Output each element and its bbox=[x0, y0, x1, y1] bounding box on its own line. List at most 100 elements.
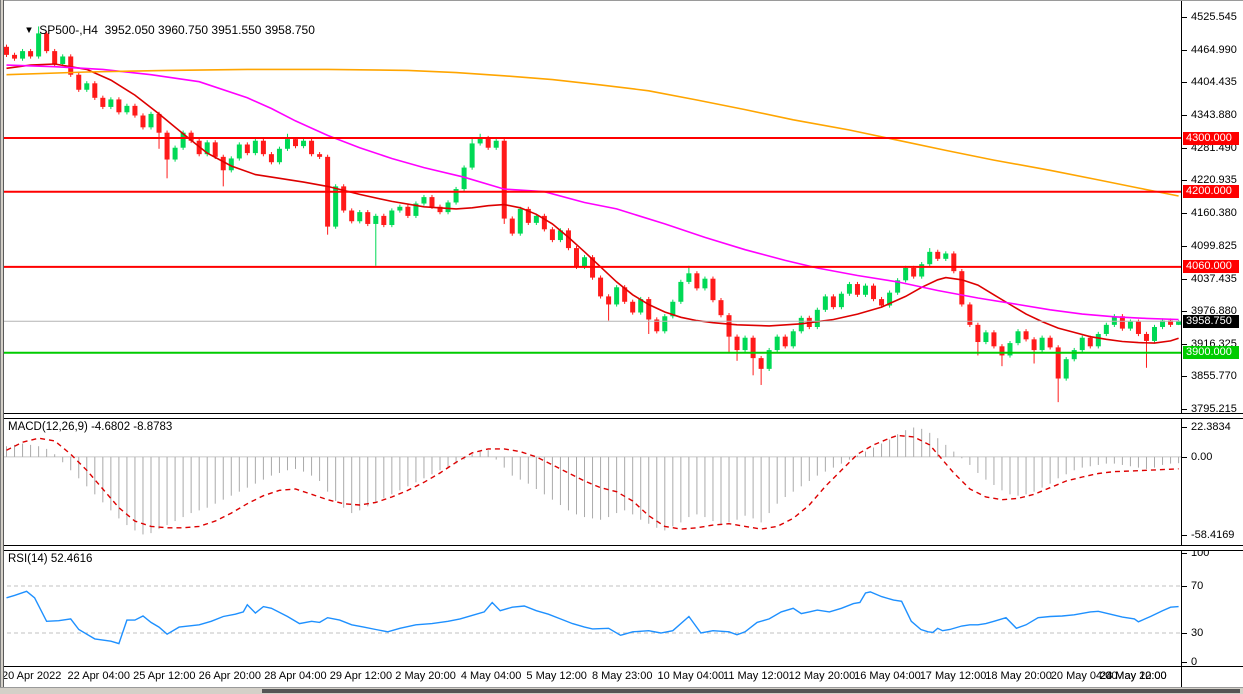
bear-candle bbox=[92, 83, 98, 98]
bull-candle bbox=[1071, 350, 1077, 360]
macd-axis-label: 22.3834 bbox=[1191, 421, 1231, 433]
bear-candle bbox=[28, 51, 34, 57]
price-axis-label: 4464.990 bbox=[1191, 43, 1237, 56]
bull-candle bbox=[333, 186, 339, 227]
bull-candle bbox=[1039, 337, 1045, 351]
y-axis-tick bbox=[1182, 535, 1187, 536]
bull-candle bbox=[172, 147, 178, 160]
bull-candle bbox=[702, 278, 708, 289]
bear-candle bbox=[750, 337, 756, 359]
macd-panel[interactable] bbox=[0, 417, 1181, 545]
bear-candle bbox=[1023, 331, 1029, 340]
horizontal-scrollbar-thumb[interactable] bbox=[262, 689, 1240, 693]
y-axis-tick bbox=[1182, 343, 1187, 345]
y-axis-tick bbox=[1182, 662, 1187, 663]
bear-candle bbox=[999, 346, 1005, 356]
bear-candle bbox=[365, 212, 371, 224]
price-axis-label: 3976.880 bbox=[1191, 305, 1237, 318]
time-axis-label: 5 May 12:00 bbox=[526, 670, 587, 682]
bear-candle bbox=[975, 324, 981, 343]
macd-label: MACD(12,26,9) -4.6802 -8.8783 bbox=[8, 421, 173, 433]
bear-candle bbox=[164, 132, 170, 160]
bull-candle bbox=[445, 202, 451, 213]
time-axis-label: 16 May 04:00 bbox=[854, 670, 921, 682]
bear-candle bbox=[758, 358, 764, 369]
bull-candle bbox=[389, 210, 395, 226]
time-axis-label: 17 May 12:00 bbox=[919, 670, 987, 682]
price-axis-label: 4160.380 bbox=[1191, 207, 1237, 219]
price-axis-label: 4343.880 bbox=[1191, 108, 1237, 121]
bull-candle bbox=[1063, 359, 1069, 379]
bull-candle bbox=[662, 316, 668, 332]
bear-candle bbox=[959, 271, 965, 305]
chart-title: ▼ SP500-,H4 3952.050 3960.750 3951.550 39… bbox=[10, 9, 315, 51]
bear-candle bbox=[44, 33, 50, 52]
bear-candle bbox=[726, 315, 732, 337]
bear-candle bbox=[1135, 321, 1141, 334]
y-axis-tick bbox=[1182, 17, 1187, 18]
bull-candle bbox=[180, 132, 186, 148]
rsi-panel[interactable] bbox=[0, 549, 1181, 666]
ma-fast-red-line bbox=[6, 63, 1179, 344]
ohlc-low: 3951.550 bbox=[211, 23, 262, 37]
panel-separator-macd-rsi[interactable] bbox=[0, 545, 1243, 551]
bull-candle bbox=[814, 309, 820, 327]
y-axis-tick bbox=[1182, 82, 1187, 83]
bull-candle bbox=[919, 264, 925, 277]
bear-candle bbox=[1055, 347, 1061, 379]
bull-candle bbox=[124, 105, 130, 113]
bull-candle bbox=[284, 139, 290, 149]
bull-candle bbox=[1111, 316, 1117, 325]
bear-candle bbox=[549, 229, 555, 241]
bull-candle bbox=[60, 56, 66, 64]
bull-candle bbox=[228, 158, 234, 171]
main-price-chart[interactable] bbox=[0, 0, 1181, 413]
macd-signal-line bbox=[6, 434, 1179, 530]
bear-candle bbox=[309, 140, 315, 155]
time-axis[interactable]: 20 Apr 2022 22 Apr 04:00 25 Apr 12:00 26 Ap… bbox=[0, 668, 1181, 687]
bull-candle bbox=[108, 99, 114, 107]
bull-candle bbox=[903, 267, 909, 281]
bear-candle bbox=[76, 74, 82, 90]
bear-candle bbox=[293, 139, 299, 147]
bear-candle bbox=[606, 296, 612, 305]
window-left-border bbox=[0, 0, 4, 694]
price-axis[interactable]: 4525.545 4464.990 4404.435 4343.880 4281.490… bbox=[1181, 0, 1243, 687]
symbol-dropdown-icon[interactable]: ▼ bbox=[24, 24, 35, 36]
bull-candle bbox=[204, 142, 210, 155]
price-axis-label: 4099.825 bbox=[1191, 239, 1237, 252]
bull-candle bbox=[236, 144, 242, 159]
time-axis-label: 29 Apr 12:00 bbox=[329, 670, 393, 682]
bull-candle bbox=[1160, 320, 1166, 327]
bull-candle bbox=[397, 206, 403, 211]
bull-candle bbox=[373, 215, 379, 224]
y-axis-tick bbox=[1182, 553, 1187, 554]
bear-candle bbox=[879, 299, 885, 306]
bull-candle bbox=[766, 350, 772, 369]
bull-candle bbox=[822, 296, 828, 310]
rsi-axis-label: 0 bbox=[1191, 656, 1198, 668]
bear-candle bbox=[12, 54, 18, 59]
bull-candle bbox=[1176, 321, 1181, 325]
bear-candle bbox=[718, 300, 724, 316]
bear-candle bbox=[830, 296, 836, 308]
bull-candle bbox=[84, 83, 90, 90]
time-axis-label: 28 Apr 04:00 bbox=[264, 670, 327, 682]
rsi-axis-label: 30 bbox=[1191, 627, 1204, 639]
bull-candle bbox=[1127, 321, 1133, 329]
y-axis-tick bbox=[1182, 427, 1187, 428]
time-axis-label: 2 May 20:00 bbox=[395, 670, 456, 682]
bear-candle bbox=[630, 301, 636, 313]
bull-candle bbox=[453, 189, 459, 203]
panel-separator-main-macd[interactable] bbox=[0, 413, 1243, 419]
time-axis-label: 25 Apr 12:00 bbox=[133, 670, 196, 682]
bull-candle bbox=[895, 280, 901, 293]
y-axis-tick bbox=[1182, 586, 1187, 587]
bear-candle bbox=[100, 97, 106, 107]
bull-candle bbox=[790, 331, 796, 347]
bear-candle bbox=[132, 105, 138, 116]
ohlc-open: 3952.050 bbox=[104, 23, 155, 37]
bull-candle bbox=[862, 285, 868, 295]
bull-candle bbox=[1007, 343, 1013, 356]
bear-candle bbox=[782, 336, 788, 347]
